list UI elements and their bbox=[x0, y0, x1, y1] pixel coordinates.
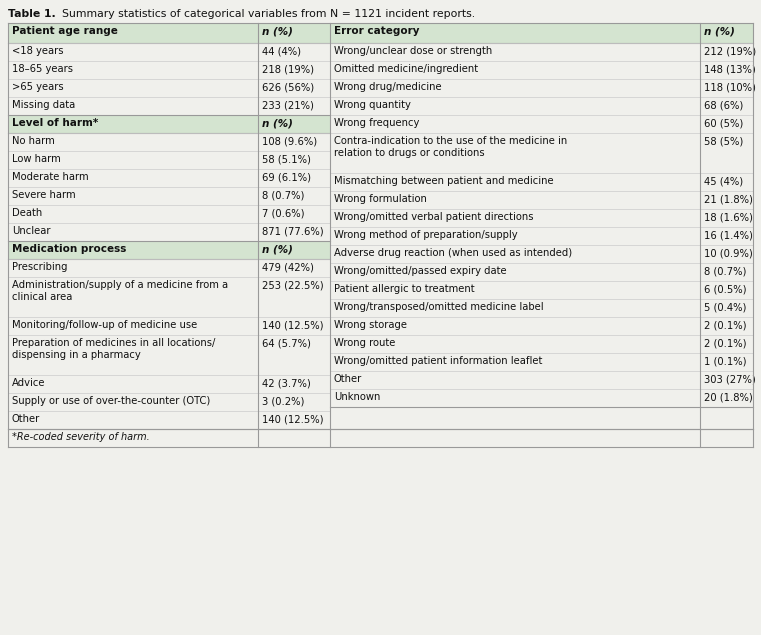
Text: Omitted medicine/ingredient: Omitted medicine/ingredient bbox=[334, 64, 478, 74]
Text: 7 (0.6%): 7 (0.6%) bbox=[262, 208, 304, 218]
Text: 8 (0.7%): 8 (0.7%) bbox=[262, 190, 304, 200]
Text: 212 (19%): 212 (19%) bbox=[704, 46, 756, 56]
Text: n (%): n (%) bbox=[262, 26, 293, 36]
Text: Wrong/unclear dose or strength: Wrong/unclear dose or strength bbox=[334, 46, 492, 56]
Text: 20 (1.8%): 20 (1.8%) bbox=[704, 392, 753, 402]
Bar bbox=[8, 43, 753, 447]
Text: 218 (19%): 218 (19%) bbox=[262, 64, 314, 74]
Text: Level of harm*: Level of harm* bbox=[12, 118, 98, 128]
Text: Monitoring/follow-up of medicine use: Monitoring/follow-up of medicine use bbox=[12, 320, 197, 330]
Bar bbox=[8, 23, 753, 43]
Text: 64 (5.7%): 64 (5.7%) bbox=[262, 338, 311, 348]
Text: Unclear: Unclear bbox=[12, 226, 50, 236]
Text: 479 (42%): 479 (42%) bbox=[262, 262, 314, 272]
Text: Patient allergic to treatment: Patient allergic to treatment bbox=[334, 284, 475, 294]
Text: Wrong/omitted/passed expiry date: Wrong/omitted/passed expiry date bbox=[334, 266, 507, 276]
Text: n (%): n (%) bbox=[704, 26, 735, 36]
Text: 1 (0.1%): 1 (0.1%) bbox=[704, 356, 747, 366]
Text: 45 (4%): 45 (4%) bbox=[704, 176, 743, 186]
Bar bbox=[8, 115, 330, 133]
Text: 871 (77.6%): 871 (77.6%) bbox=[262, 226, 323, 236]
Text: 140 (12.5%): 140 (12.5%) bbox=[262, 414, 323, 424]
Text: No harm: No harm bbox=[12, 136, 55, 146]
Text: 10 (0.9%): 10 (0.9%) bbox=[704, 248, 753, 258]
Text: 68 (6%): 68 (6%) bbox=[704, 100, 743, 110]
Text: Wrong quantity: Wrong quantity bbox=[334, 100, 411, 110]
Text: Summary statistics of categorical variables from N = 1121 incident reports.: Summary statistics of categorical variab… bbox=[55, 9, 475, 19]
Text: 2 (0.1%): 2 (0.1%) bbox=[704, 320, 747, 330]
Text: 18 (1.6%): 18 (1.6%) bbox=[704, 212, 753, 222]
Text: 253 (22.5%): 253 (22.5%) bbox=[262, 280, 323, 290]
Text: 140 (12.5%): 140 (12.5%) bbox=[262, 320, 323, 330]
Text: 2 (0.1%): 2 (0.1%) bbox=[704, 338, 747, 348]
Text: Wrong storage: Wrong storage bbox=[334, 320, 407, 330]
Text: 58 (5%): 58 (5%) bbox=[704, 136, 743, 146]
Text: 16 (1.4%): 16 (1.4%) bbox=[704, 230, 753, 240]
Text: Preparation of medicines in all locations/
dispensing in a pharmacy: Preparation of medicines in all location… bbox=[12, 338, 215, 361]
Text: Table 1.: Table 1. bbox=[8, 9, 56, 19]
Text: Wrong method of preparation/supply: Wrong method of preparation/supply bbox=[334, 230, 517, 240]
Text: 6 (0.5%): 6 (0.5%) bbox=[704, 284, 747, 294]
Text: Adverse drug reaction (when used as intended): Adverse drug reaction (when used as inte… bbox=[334, 248, 572, 258]
Text: Severe harm: Severe harm bbox=[12, 190, 75, 200]
Text: Advice: Advice bbox=[12, 378, 46, 388]
Text: 303 (27%): 303 (27%) bbox=[704, 374, 756, 384]
Text: 60 (5%): 60 (5%) bbox=[704, 118, 743, 128]
Text: 626 (56%): 626 (56%) bbox=[262, 82, 314, 92]
Text: 42 (3.7%): 42 (3.7%) bbox=[262, 378, 310, 388]
Text: Contra-indication to the use of the medicine in
relation to drugs or conditions: Contra-indication to the use of the medi… bbox=[334, 136, 567, 158]
Text: 118 (10%): 118 (10%) bbox=[704, 82, 756, 92]
Text: 69 (6.1%): 69 (6.1%) bbox=[262, 172, 311, 182]
Text: Wrong/transposed/omitted medicine label: Wrong/transposed/omitted medicine label bbox=[334, 302, 543, 312]
Text: 108 (9.6%): 108 (9.6%) bbox=[262, 136, 317, 146]
Text: Wrong/omitted patient information leaflet: Wrong/omitted patient information leafle… bbox=[334, 356, 543, 366]
Text: <18 years: <18 years bbox=[12, 46, 63, 56]
Text: 8 (0.7%): 8 (0.7%) bbox=[704, 266, 747, 276]
Text: n (%): n (%) bbox=[262, 118, 293, 128]
Text: Wrong drug/medicine: Wrong drug/medicine bbox=[334, 82, 441, 92]
Text: Error category: Error category bbox=[334, 26, 419, 36]
Text: Death: Death bbox=[12, 208, 43, 218]
Bar bbox=[8, 241, 330, 259]
Text: Medication process: Medication process bbox=[12, 244, 126, 254]
Text: Other: Other bbox=[12, 414, 40, 424]
Text: 5 (0.4%): 5 (0.4%) bbox=[704, 302, 747, 312]
Text: Missing data: Missing data bbox=[12, 100, 75, 110]
Text: Prescribing: Prescribing bbox=[12, 262, 68, 272]
Text: Unknown: Unknown bbox=[334, 392, 380, 402]
Text: *Re-coded severity of harm.: *Re-coded severity of harm. bbox=[12, 432, 150, 442]
Text: Mismatching between patient and medicine: Mismatching between patient and medicine bbox=[334, 176, 553, 186]
Text: Administration/supply of a medicine from a
clinical area: Administration/supply of a medicine from… bbox=[12, 280, 228, 302]
Text: 3 (0.2%): 3 (0.2%) bbox=[262, 396, 304, 406]
Text: 148 (13%): 148 (13%) bbox=[704, 64, 756, 74]
Text: n (%): n (%) bbox=[262, 244, 293, 254]
Text: 233 (21%): 233 (21%) bbox=[262, 100, 314, 110]
Text: 44 (4%): 44 (4%) bbox=[262, 46, 301, 56]
Text: 58 (5.1%): 58 (5.1%) bbox=[262, 154, 311, 164]
Text: Supply or use of over-the-counter (OTC): Supply or use of over-the-counter (OTC) bbox=[12, 396, 210, 406]
Bar bbox=[330, 407, 753, 429]
Text: Wrong frequency: Wrong frequency bbox=[334, 118, 419, 128]
Text: 18–65 years: 18–65 years bbox=[12, 64, 73, 74]
Text: 21 (1.8%): 21 (1.8%) bbox=[704, 194, 753, 204]
Text: Patient age range: Patient age range bbox=[12, 26, 118, 36]
Bar bbox=[8, 429, 753, 447]
Text: Wrong/omitted verbal patient directions: Wrong/omitted verbal patient directions bbox=[334, 212, 533, 222]
Text: Other: Other bbox=[334, 374, 362, 384]
Text: Moderate harm: Moderate harm bbox=[12, 172, 88, 182]
Text: Wrong route: Wrong route bbox=[334, 338, 396, 348]
Text: Wrong formulation: Wrong formulation bbox=[334, 194, 427, 204]
Text: >65 years: >65 years bbox=[12, 82, 64, 92]
Text: Low harm: Low harm bbox=[12, 154, 61, 164]
